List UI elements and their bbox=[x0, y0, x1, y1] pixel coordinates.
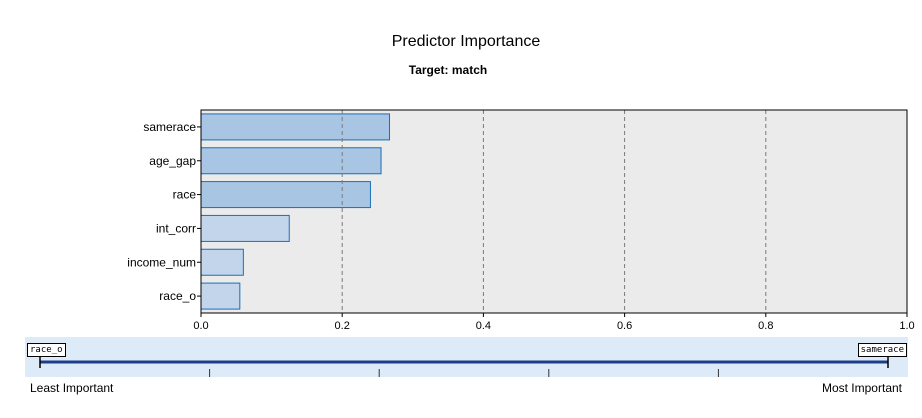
bar-age_gap bbox=[200, 147, 382, 175]
x-tick-label-3: 0.6 bbox=[617, 320, 632, 332]
x-tick-label-2: 0.4 bbox=[476, 320, 491, 332]
category-label-age_gap: age_gap bbox=[149, 154, 196, 168]
category-label-samerace: samerace bbox=[143, 120, 196, 134]
scale-background bbox=[25, 337, 908, 377]
plot-area bbox=[201, 110, 907, 313]
category-label-income_num: income_num bbox=[127, 255, 196, 269]
importance-scale-bar bbox=[25, 337, 908, 377]
bar-samerace bbox=[200, 113, 391, 141]
plot-border bbox=[200, 109, 908, 314]
category-label-race: race bbox=[173, 188, 197, 202]
least-important-label: Least Important bbox=[30, 381, 114, 395]
x-tick-label-5: 1.0 bbox=[899, 320, 914, 332]
bar-race bbox=[200, 181, 371, 209]
chart-subtitle: Target: match bbox=[408, 63, 488, 77]
x-tick-label-4: 0.8 bbox=[758, 320, 773, 332]
bar-int_corr bbox=[200, 214, 290, 242]
most-important-predictor-tag: samerace bbox=[857, 343, 907, 357]
bar-race_o bbox=[200, 282, 241, 310]
category-label-race_o: race_o bbox=[159, 289, 196, 303]
bar-income_num bbox=[200, 248, 244, 276]
x-tick-label-1: 0.2 bbox=[335, 320, 350, 332]
x-tick-label-0: 0.0 bbox=[193, 320, 208, 332]
least-important-predictor-tag: race_o bbox=[27, 343, 66, 357]
chart-title: Predictor Importance bbox=[391, 33, 541, 50]
category-label-int_corr: int_corr bbox=[156, 221, 196, 235]
most-important-label: Most Important bbox=[821, 381, 902, 395]
